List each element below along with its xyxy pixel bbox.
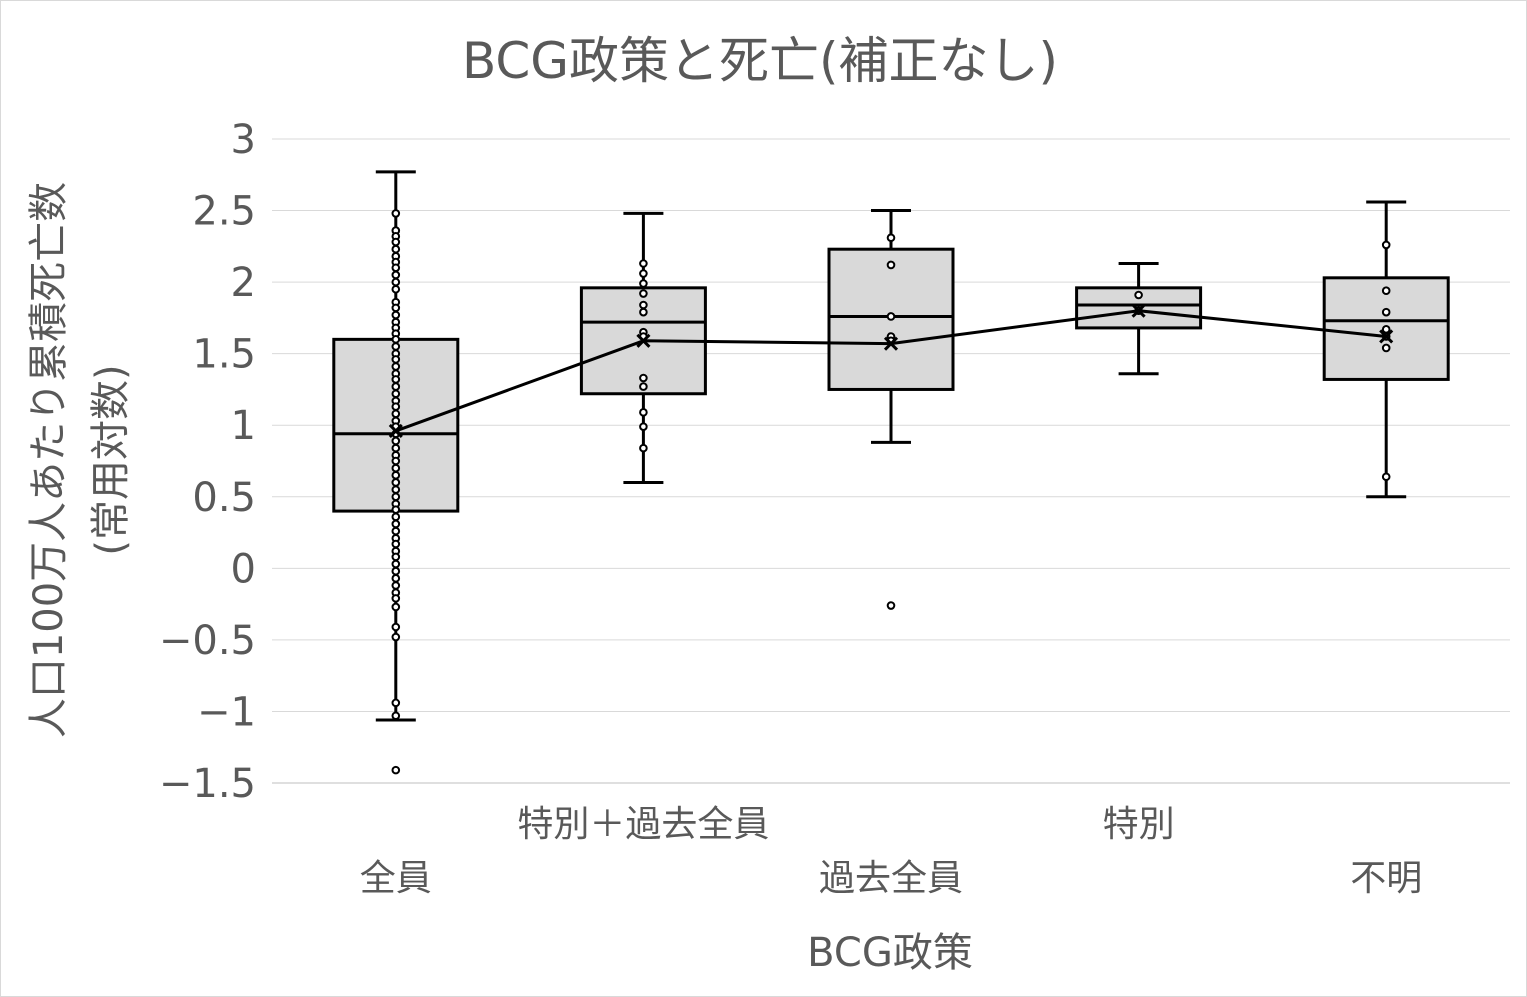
data-point (1381, 307, 1391, 317)
data-point (639, 373, 648, 383)
box-group (1075, 262, 1203, 376)
data-point (391, 443, 401, 453)
data-point (391, 263, 401, 273)
data-point (391, 362, 401, 371)
data-point (391, 711, 401, 721)
y-axis-title-line2: (常用対数) (88, 364, 134, 555)
data-point (391, 485, 401, 494)
data-point (639, 259, 648, 268)
y-axis-title-line1: 人口100万人あたり累積死亡数 (26, 182, 72, 738)
data-point (391, 436, 401, 446)
mean-connecting-line (395, 309, 1387, 433)
data-point (391, 519, 401, 529)
x-category-label: 過去全員 (819, 858, 963, 899)
y-tick-label: 2.5 (192, 189, 256, 235)
data-point (391, 310, 401, 320)
data-point (391, 574, 401, 583)
mean-line (395, 309, 1387, 433)
data-point (391, 456, 401, 466)
data-point (391, 594, 401, 603)
data-point (391, 505, 401, 514)
data-point (639, 408, 648, 417)
data-point (1134, 290, 1143, 300)
data-point (391, 389, 401, 399)
data-point (391, 335, 401, 344)
data-point (391, 552, 401, 562)
y-tick-label: 1 (231, 403, 256, 449)
data-point (886, 601, 896, 610)
x-category-label: 不明 (1350, 858, 1422, 899)
chart-title: BCG政策と死亡(補正なし) (462, 32, 1058, 90)
data-point (886, 233, 896, 243)
data-point (391, 539, 401, 549)
data-point (391, 559, 401, 569)
y-tick-label: 2 (231, 260, 256, 306)
data-point (391, 765, 401, 775)
y-tick-label: 1.5 (192, 332, 256, 378)
data-point (1381, 472, 1391, 482)
data-point (1381, 343, 1391, 353)
data-point (391, 492, 401, 502)
data-point (639, 422, 648, 431)
data-point (391, 512, 401, 522)
y-tick-label: 3 (231, 117, 256, 163)
data-point (391, 478, 401, 487)
gridlines (272, 138, 1510, 784)
data-point (639, 289, 648, 298)
data-point (391, 526, 401, 536)
data-point (391, 375, 401, 384)
box-group (332, 170, 460, 775)
data-point (391, 566, 401, 576)
y-tick-label: −1 (197, 689, 256, 735)
data-point (391, 581, 401, 590)
data-point (391, 209, 401, 218)
x-category-label: 全員 (360, 858, 432, 899)
y-tick-label: −1.5 (159, 761, 256, 807)
data-point (391, 382, 401, 391)
data-point (391, 284, 401, 294)
data-point (391, 277, 401, 287)
data-point (391, 402, 401, 411)
data-point (391, 471, 401, 480)
x-axis-title: BCG政策 (807, 930, 973, 976)
y-axis-title: 人口100万人あたり累積死亡数 (常用対数) (26, 182, 134, 738)
data-point (639, 307, 648, 317)
data-point (886, 260, 896, 270)
box-series (332, 170, 1450, 775)
data-point (1381, 325, 1391, 334)
y-tick-label: −0.5 (159, 618, 256, 664)
data-point (1381, 286, 1391, 295)
data-point (391, 463, 401, 473)
data-point (886, 312, 896, 321)
data-point (1381, 240, 1391, 250)
data-point (391, 342, 401, 351)
data-point (639, 382, 648, 391)
data-point (391, 622, 401, 632)
data-point (391, 632, 401, 642)
data-point (391, 270, 401, 280)
x-category-label: 特別 (1103, 804, 1175, 845)
data-point (391, 237, 401, 247)
data-point (391, 602, 401, 612)
data-point (639, 269, 648, 278)
data-point (639, 443, 648, 453)
data-point (391, 355, 401, 364)
box-group (827, 209, 955, 610)
data-point (391, 698, 401, 708)
y-tick-label: 0.5 (192, 475, 256, 521)
y-tick-label: 0 (231, 546, 256, 592)
data-point (391, 244, 401, 254)
data-point (391, 303, 401, 313)
y-axis-ticks: 3 2.5 2 1.5 1 0.5 0 −0.5 −1 −1.5 (159, 117, 256, 807)
x-category-label: 特別＋過去全員 (517, 804, 769, 845)
data-point (639, 300, 648, 310)
data-point (639, 279, 648, 288)
box-group (1322, 200, 1450, 499)
data-point (391, 409, 401, 419)
box-group (579, 211, 707, 484)
